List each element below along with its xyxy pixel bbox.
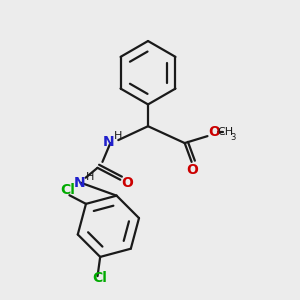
Text: Cl: Cl: [92, 271, 107, 285]
Text: O: O: [187, 163, 199, 177]
Text: 3: 3: [230, 133, 236, 142]
Text: N: N: [103, 135, 114, 149]
Text: N: N: [74, 176, 85, 190]
Text: O: O: [208, 125, 220, 139]
Text: CH: CH: [217, 127, 233, 137]
Text: Cl: Cl: [60, 183, 75, 197]
Text: H: H: [114, 131, 122, 141]
Text: H: H: [85, 172, 94, 182]
Text: O: O: [121, 176, 133, 190]
